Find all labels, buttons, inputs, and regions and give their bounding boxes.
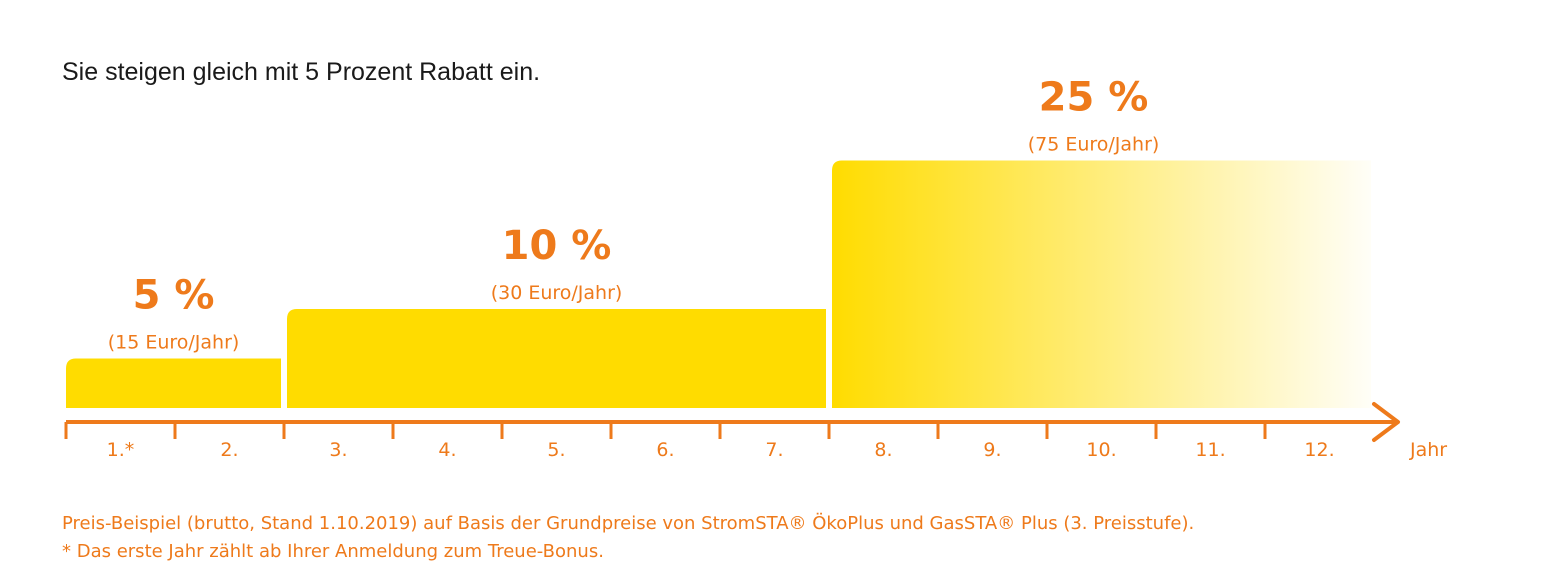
year-tick-label: 10. [1086, 439, 1116, 461]
year-tick-label: 11. [1195, 439, 1225, 461]
footnote-price-example: Preis-Beispiel (brutto, Stand 1.10.2019)… [62, 513, 1195, 534]
year-tick-label: 6. [656, 439, 674, 461]
tier-euro-label: (30 Euro/Jahr) [491, 282, 623, 304]
year-tick-label: 5. [547, 439, 565, 461]
year-tick-label: 3. [329, 439, 347, 461]
year-tick-label: 1.* [107, 439, 135, 461]
footnote: Preis-Beispiel (brutto, Stand 1.10.2019)… [62, 510, 1194, 566]
tier-euro-label: (15 Euro/Jahr) [108, 332, 240, 354]
year-tick-label: 7. [765, 439, 783, 461]
footnote-first-year: * Das erste Jahr zählt ab Ihrer Anmeldun… [62, 541, 604, 562]
intro-text: Sie steigen gleich mit 5 Prozent Rabatt … [62, 58, 541, 86]
tier-percent-label: 10 % [502, 223, 612, 269]
tier-percent-label: 25 % [1039, 75, 1149, 121]
tier-euro-label: (75 Euro/Jahr) [1028, 134, 1160, 156]
axis-arrow-icon [1372, 402, 1400, 442]
bonus-chart: 5 % (15 Euro/Jahr) 10 % (30 Euro/Jahr) 25 % (… [64, 75, 1447, 461]
year-tick-label: 4. [438, 439, 456, 461]
bar-tier-1 [66, 358, 281, 408]
year-tick-label: 2. [220, 439, 238, 461]
year-tick-label: 8. [874, 439, 892, 461]
tier-percent-label: 5 % [133, 273, 215, 319]
x-axis-unit-label: Jahr [1409, 439, 1447, 461]
year-tick-label: 9. [983, 439, 1001, 461]
year-tick-label: 12. [1304, 439, 1334, 461]
bar-tier-2 [287, 309, 826, 408]
bar-tier-3 [832, 160, 1371, 408]
